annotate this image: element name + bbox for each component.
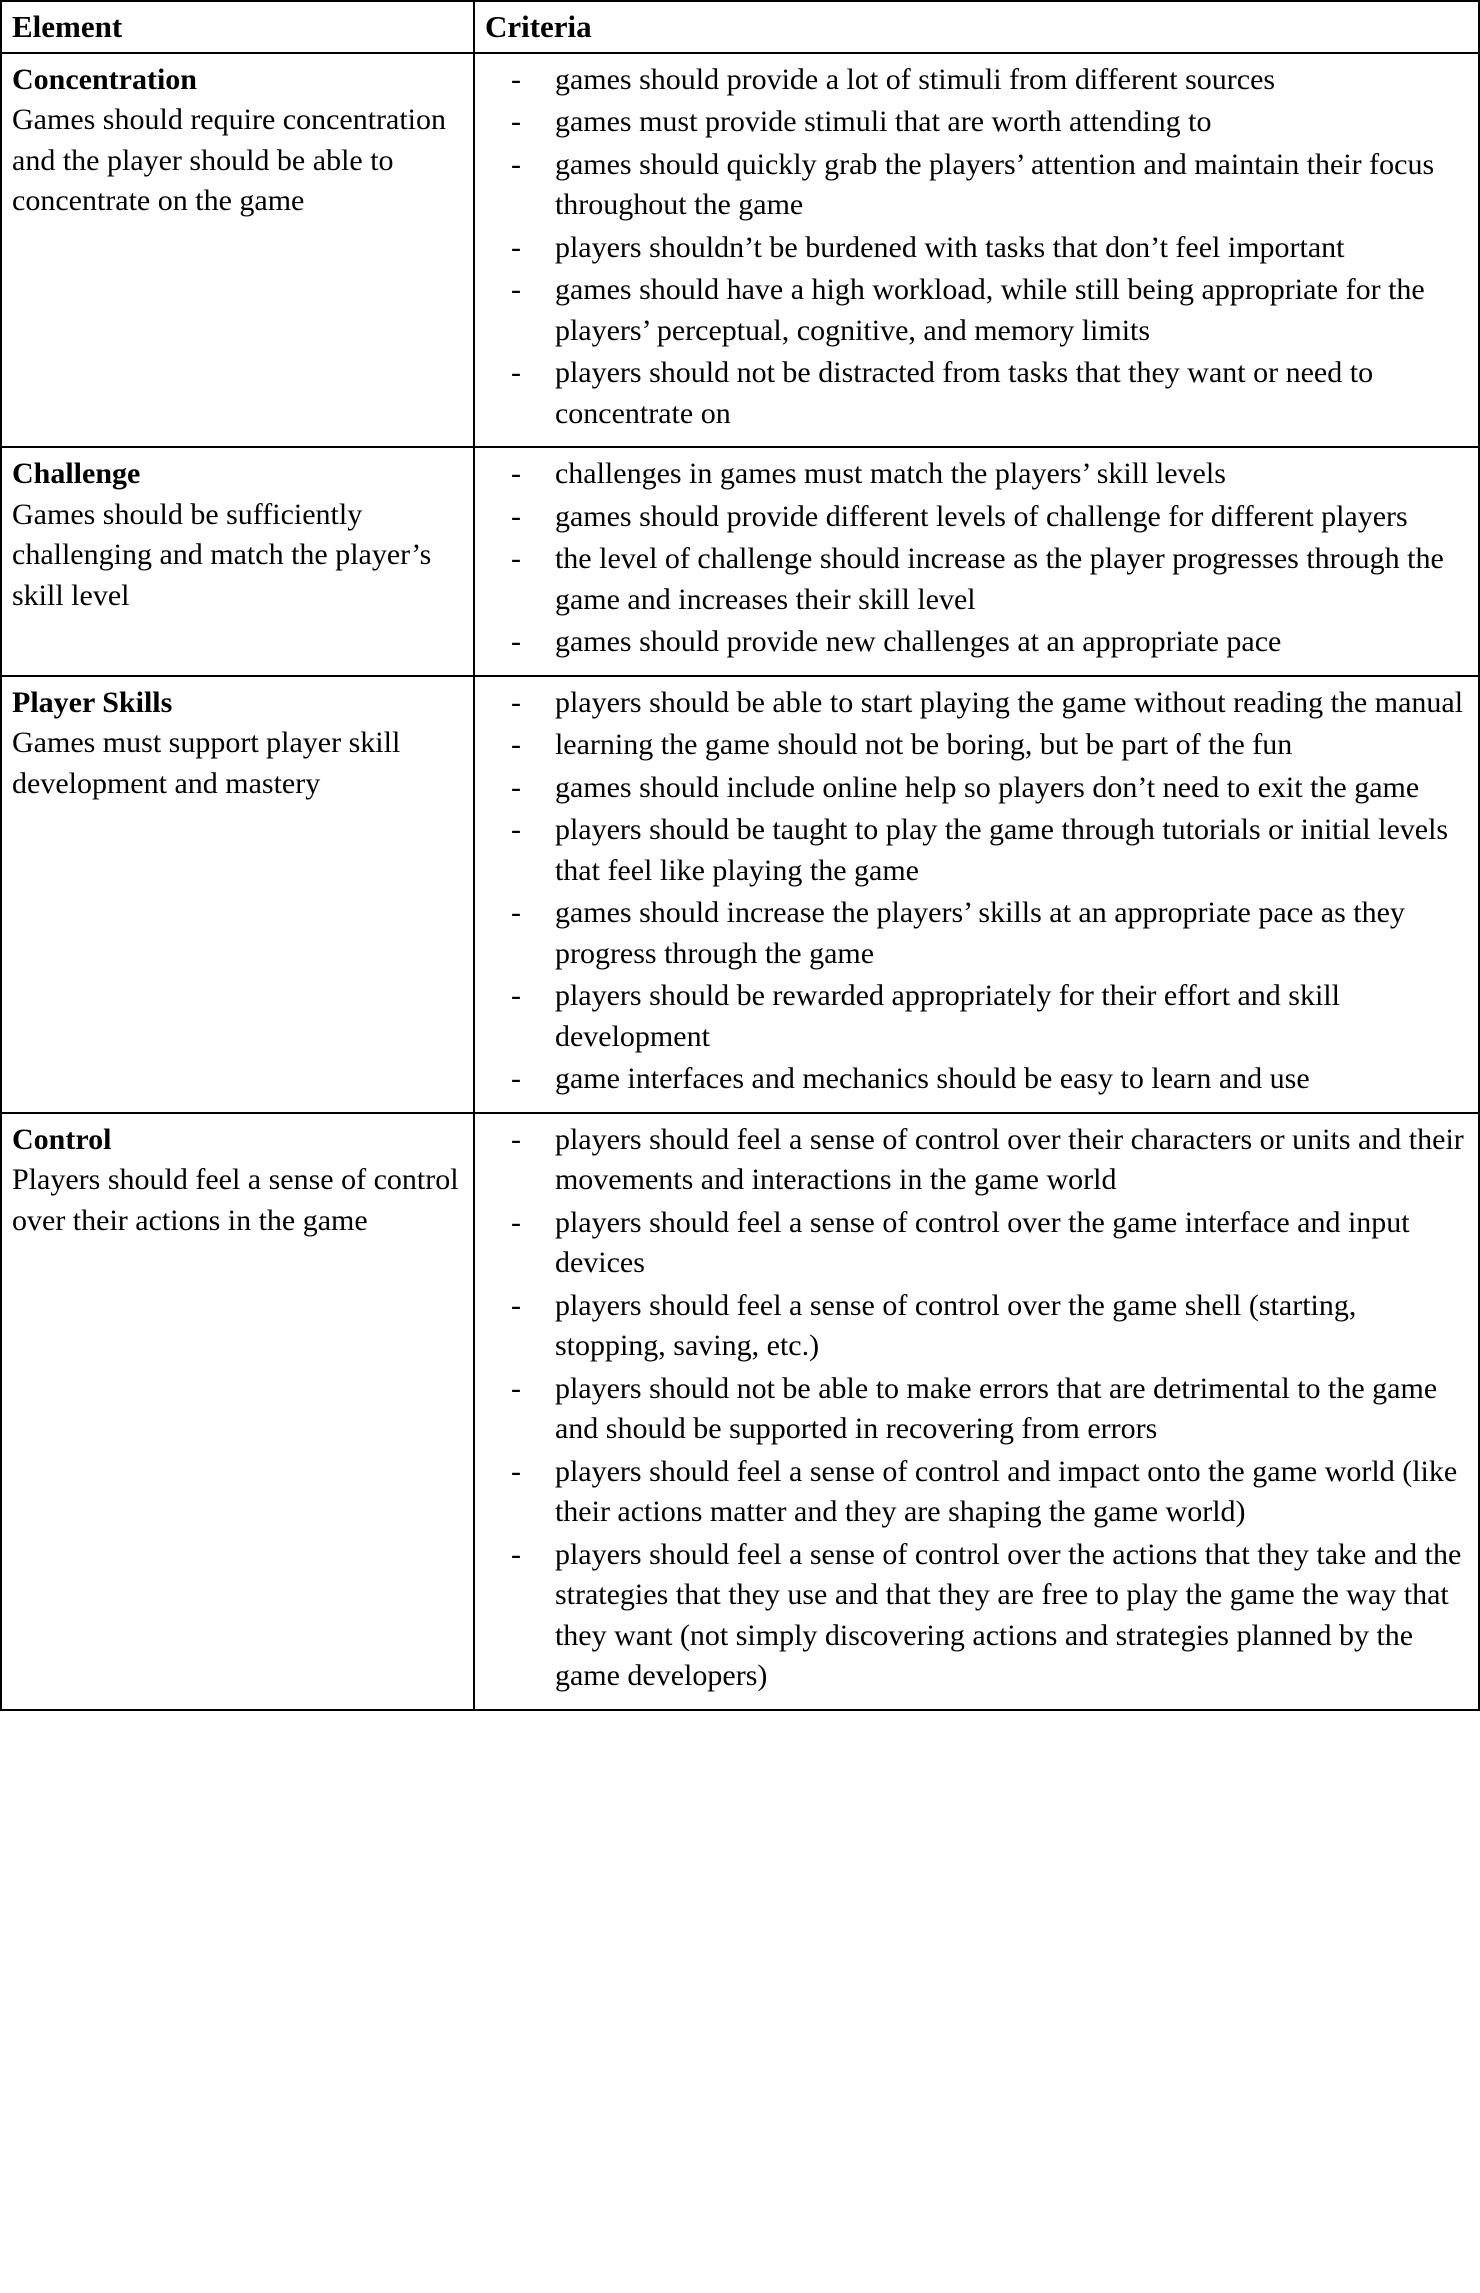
header-criteria: Criteria [474,1,1479,53]
criteria-list: challenges in games must match the playe… [485,454,1468,663]
table-row: ChallengeGames should be sufficiently ch… [1,447,1479,676]
element-cell: ChallengeGames should be sufficiently ch… [1,447,474,676]
criteria-item: players should feel a sense of control o… [495,1286,1468,1367]
element-cell: ControlPlayers should feel a sense of co… [1,1113,474,1710]
table-row: ControlPlayers should feel a sense of co… [1,1113,1479,1710]
criteria-cell: games should provide a lot of stimuli fr… [474,53,1479,448]
criteria-item: games must provide stimuli that are wort… [495,102,1468,143]
element-cell: ConcentrationGames should require concen… [1,53,474,448]
criteria-item: players should be able to start playing … [495,683,1468,724]
criteria-item: games should include online help so play… [495,768,1468,809]
criteria-item: players should feel a sense of control o… [495,1535,1468,1697]
criteria-item: players shouldn’t be burdened with tasks… [495,228,1468,269]
criteria-table: Element Criteria ConcentrationGames shou… [0,0,1480,1711]
criteria-item: games should provide different levels of… [495,497,1468,538]
criteria-item: players should feel a sense of control o… [495,1203,1468,1284]
criteria-item: challenges in games must match the playe… [495,454,1468,495]
criteria-item: the level of challenge should increase a… [495,539,1468,620]
element-description: Games should be sufficiently challenging… [12,495,463,617]
criteria-list: games should provide a lot of stimuli fr… [485,60,1468,435]
element-title: Player Skills [12,683,463,724]
criteria-cell: challenges in games must match the playe… [474,447,1479,676]
criteria-item: learning the game should not be boring, … [495,725,1468,766]
element-description: Players should feel a sense of control o… [12,1160,463,1241]
criteria-item: games should provide a lot of stimuli fr… [495,60,1468,101]
table-body: ConcentrationGames should require concen… [1,53,1479,1710]
criteria-item: games should provide new challenges at a… [495,622,1468,663]
table-header-row: Element Criteria [1,1,1479,53]
criteria-item: players should be rewarded appropriately… [495,976,1468,1057]
criteria-list: players should be able to start playing … [485,683,1468,1100]
criteria-item: players should feel a sense of control a… [495,1452,1468,1533]
criteria-item: game interfaces and mechanics should be … [495,1059,1468,1100]
element-cell: Player SkillsGames must support player s… [1,676,474,1113]
header-element: Element [1,1,474,53]
element-title: Control [12,1120,463,1161]
criteria-item: players should be taught to play the gam… [495,810,1468,891]
element-description: Games must support player skill developm… [12,723,463,804]
element-title: Concentration [12,60,463,101]
criteria-cell: players should be able to start playing … [474,676,1479,1113]
criteria-item: games should have a high workload, while… [495,270,1468,351]
element-title: Challenge [12,454,463,495]
criteria-item: players should feel a sense of control o… [495,1120,1468,1201]
criteria-item: players should not be able to make error… [495,1369,1468,1450]
criteria-item: games should quickly grab the players’ a… [495,145,1468,226]
criteria-cell: players should feel a sense of control o… [474,1113,1479,1710]
element-description: Games should require concentration and t… [12,100,463,222]
criteria-item: players should not be distracted from ta… [495,353,1468,434]
page: Element Criteria ConcentrationGames shou… [0,0,1480,1711]
table-row: Player SkillsGames must support player s… [1,676,1479,1113]
table-row: ConcentrationGames should require concen… [1,53,1479,448]
criteria-item: games should increase the players’ skill… [495,893,1468,974]
criteria-list: players should feel a sense of control o… [485,1120,1468,1697]
